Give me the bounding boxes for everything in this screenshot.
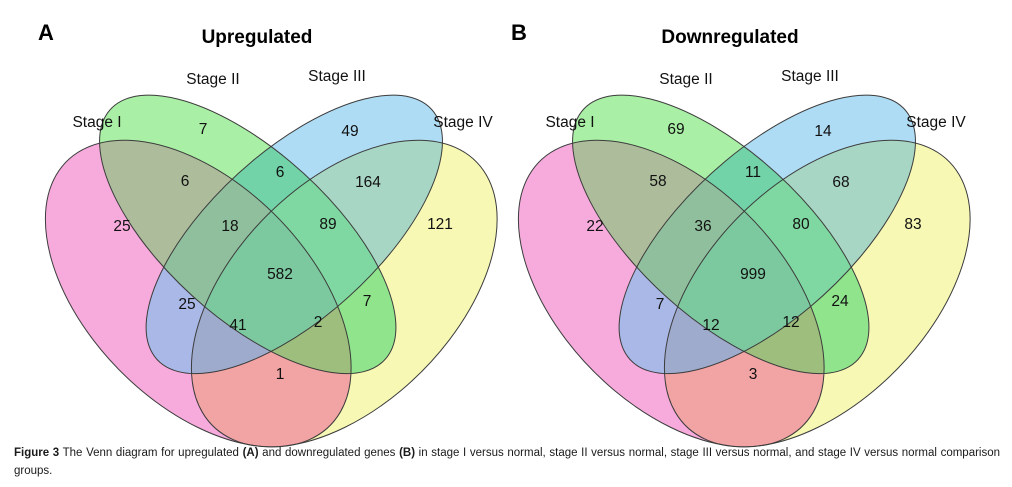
count-iii-iv: 68 [832, 174, 850, 191]
count-i-ii-iv: 12 [782, 314, 800, 331]
set-label-stage-ii: Stage II [186, 71, 240, 88]
count-i-iii: 25 [178, 296, 196, 313]
panel-b-title: Downregulated [661, 27, 799, 48]
panel-b-letter: B [511, 20, 527, 45]
count-ii-iii-iv: 89 [319, 216, 337, 233]
count-ii-only: 69 [667, 121, 685, 138]
count-i-ii: 58 [649, 173, 667, 190]
count-i-only: 22 [586, 218, 604, 235]
set-label-stage-ii: Stage II [659, 71, 713, 88]
count-i-iv: 1 [275, 366, 285, 383]
caption-text-3: in stage I versus normal, stage II versu… [14, 447, 1001, 477]
count-ii-iv: 24 [831, 293, 849, 310]
count-iii-iv: 164 [355, 174, 381, 191]
panel-a-title: Upregulated [201, 27, 313, 48]
count-iv-only: 83 [904, 216, 922, 233]
count-i-iii-iv: 12 [702, 317, 720, 334]
panel-downregulated: B Downregulated Stage I Stage II Stage I… [487, 14, 973, 446]
count-iii-only: 49 [341, 123, 359, 140]
set-label-stage-iii: Stage III [781, 68, 839, 85]
count-i-ii-iii: 36 [694, 218, 712, 235]
venn-diagram-upregulated [25, 0, 520, 487]
caption-figure-number: Figure 3 [14, 447, 60, 459]
count-i-only: 25 [113, 218, 131, 235]
count-i-iii-iv: 41 [229, 317, 247, 334]
count-ii-only: 7 [198, 121, 208, 138]
count-iv-only: 121 [427, 216, 453, 233]
count-ii-iii-iv: 80 [792, 216, 810, 233]
count-iii-only: 14 [814, 123, 832, 140]
set-label-stage-i: Stage I [72, 114, 122, 131]
panel-a-letter: A [38, 20, 54, 45]
caption-panel-a-ref: (A) [242, 447, 259, 459]
set-label-stage-iii: Stage III [308, 68, 366, 85]
count-all-four: 999 [740, 266, 766, 283]
figure-caption: Figure 3 The Venn diagram for upregulate… [14, 444, 1000, 480]
count-all-four: 582 [267, 266, 293, 283]
count-ii-iii: 11 [744, 164, 762, 181]
caption-text-2: and downregulated genes [258, 447, 400, 459]
count-ii-iii: 6 [275, 164, 285, 181]
panel-upregulated: A Upregulated Stage I Stage II Stage III… [14, 14, 500, 446]
venn-diagram-downregulated [498, 0, 993, 487]
caption-panel-b-ref: (B) [399, 447, 416, 459]
caption-text-1: The Venn diagram for upregulated [59, 447, 243, 459]
count-i-iv: 3 [748, 366, 758, 383]
count-i-ii: 6 [180, 173, 190, 190]
set-label-stage-iv: Stage IV [433, 114, 493, 131]
count-i-ii-iv: 2 [313, 314, 323, 331]
count-i-ii-iii: 18 [221, 218, 239, 235]
set-label-stage-i: Stage I [545, 114, 595, 131]
count-i-iii: 7 [655, 296, 665, 313]
count-ii-iv: 7 [362, 293, 372, 310]
set-label-stage-iv: Stage IV [906, 114, 966, 131]
